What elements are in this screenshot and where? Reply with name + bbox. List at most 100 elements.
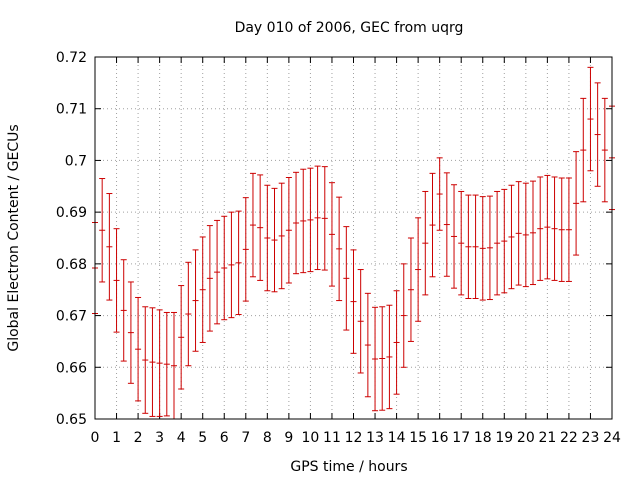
- y-tick-label: 0.69: [56, 205, 87, 221]
- x-tick-label: 20: [517, 430, 535, 446]
- x-tick-label: 16: [431, 430, 449, 446]
- error-bar-point: [321, 166, 328, 271]
- axis-ticks: 0.650.660.670.680.690.70.710.720 1 2 3 4 5 6 7 8…: [56, 50, 621, 446]
- error-bar-point: [285, 176, 292, 284]
- x-axis-label: GPS time / hours: [290, 459, 407, 475]
- x-tick-label: 11: [323, 430, 341, 446]
- error-bar-point: [249, 172, 256, 278]
- error-bar-point: [214, 219, 221, 325]
- error-bar-point: [178, 285, 185, 390]
- error-bar-point: [565, 177, 572, 282]
- error-bar-point: [300, 168, 307, 274]
- x-tick-label: 19: [495, 430, 513, 446]
- x-tick-label: 22: [560, 430, 578, 446]
- x-tick-label: 6: [220, 430, 229, 446]
- y-tick-label: 0.68: [56, 257, 87, 273]
- error-bar-point: [436, 157, 443, 231]
- error-bar-point: [242, 197, 249, 302]
- error-bar-point: [573, 151, 580, 256]
- error-bar-point: [587, 66, 594, 172]
- error-bar-point: [372, 306, 379, 412]
- error-bar-point: [407, 237, 414, 342]
- error-bar-point: [393, 290, 400, 395]
- error-bar-point: [451, 184, 458, 289]
- x-tick-label: 5: [198, 430, 207, 446]
- error-bar-point: [293, 171, 300, 275]
- error-bar-point: [307, 167, 314, 273]
- error-bar-point: [364, 292, 371, 398]
- error-bar-point: [127, 281, 134, 384]
- y-tick-label: 0.67: [56, 309, 87, 325]
- error-bar-point: [465, 194, 472, 300]
- y-tick-label: 0.65: [56, 412, 87, 428]
- x-tick-label: 10: [302, 430, 320, 446]
- x-tick-label: 7: [241, 430, 250, 446]
- error-bar-point: [501, 188, 508, 294]
- chart-title: Day 010 of 2006, GEC from uqrg: [235, 20, 464, 36]
- error-bar-point: [601, 97, 608, 203]
- x-tick-label: 9: [284, 430, 293, 446]
- y-tick-label: 0.71: [56, 102, 87, 118]
- x-tick-label: 17: [452, 430, 470, 446]
- error-bar-point: [199, 236, 206, 343]
- error-bar-point: [343, 226, 350, 331]
- x-tick-label: 4: [177, 430, 186, 446]
- error-bar-point: [472, 194, 479, 300]
- error-bar-point: [264, 184, 271, 292]
- x-tick-label: 24: [603, 430, 621, 446]
- error-bar-point: [185, 261, 192, 367]
- x-tick-label: 18: [474, 430, 492, 446]
- error-bar-point: [106, 193, 113, 301]
- error-bar-point: [99, 178, 106, 283]
- error-bar-point: [580, 97, 587, 203]
- error-bar-point: [429, 172, 436, 278]
- error-bar-point: [486, 195, 493, 301]
- error-bar-point: [156, 309, 163, 417]
- error-bar-point: [544, 174, 551, 280]
- y-tick-label: 0.72: [56, 50, 87, 66]
- error-bar-point: [206, 225, 213, 332]
- error-bar-point: [314, 165, 321, 271]
- error-bar-point: [515, 181, 522, 286]
- error-bar-point: [415, 217, 422, 322]
- x-tick-label: 15: [409, 430, 427, 446]
- error-bar-point: [336, 196, 343, 302]
- x-tick-label: 12: [345, 430, 363, 446]
- x-tick-label: 1: [112, 430, 121, 446]
- error-bar-point: [192, 249, 199, 352]
- error-bar-point: [551, 176, 558, 281]
- error-bar-point: [228, 211, 235, 319]
- x-tick-label: 21: [538, 430, 556, 446]
- error-bar-point: [271, 187, 278, 293]
- error-bar-point: [113, 228, 120, 333]
- x-tick-label: 8: [263, 430, 272, 446]
- x-tick-label: 14: [388, 430, 406, 446]
- y-axis-label: Global Electron Content / GECUs: [6, 124, 22, 351]
- grid-lines: [95, 57, 612, 419]
- plot-frame: [94, 56, 613, 420]
- x-tick-label: 13: [366, 430, 384, 446]
- error-bar-point: [458, 190, 465, 296]
- error-bar-point: [594, 82, 601, 187]
- error-bar-point: [400, 263, 407, 368]
- x-tick-label: 23: [582, 430, 600, 446]
- y-tick-label: 0.66: [56, 360, 87, 376]
- x-tick-label: 0: [91, 430, 100, 446]
- error-bar-point: [386, 304, 393, 410]
- error-bar-point: [170, 311, 177, 420]
- error-bar-point: [135, 296, 142, 402]
- error-bar-point: [221, 215, 228, 321]
- error-bar-point: [278, 182, 285, 290]
- error-bar-point: [257, 174, 264, 281]
- error-bar-point: [479, 196, 486, 301]
- error-bar-point: [558, 177, 565, 282]
- error-bar-point: [357, 269, 364, 374]
- error-bar-point: [350, 249, 357, 354]
- error-bar-point: [328, 182, 335, 287]
- error-bar-point: [443, 172, 450, 277]
- error-bar-point: [530, 180, 537, 286]
- error-bar-point: [522, 182, 529, 288]
- error-bar-point: [120, 259, 127, 362]
- error-bar-point: [494, 190, 501, 296]
